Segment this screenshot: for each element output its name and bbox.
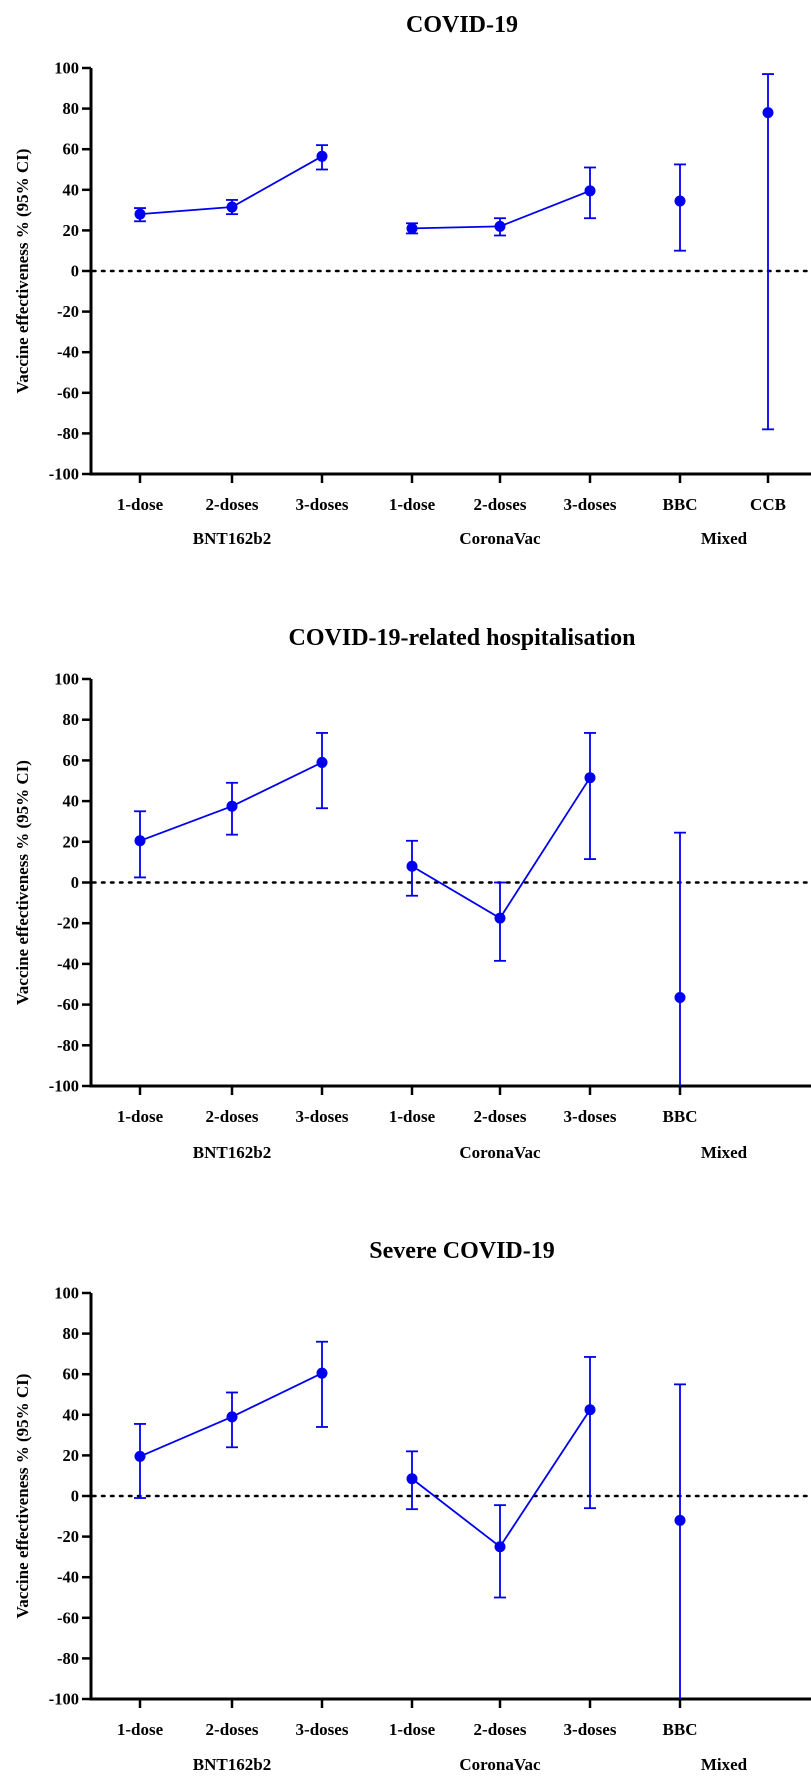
- x-tick-label: BBC: [663, 1107, 698, 1126]
- y-tick-label: 80: [63, 1324, 80, 1343]
- x-tick-label: 2-doses: [474, 1720, 527, 1739]
- data-point: [674, 195, 686, 207]
- group-label: CoronaVac: [459, 529, 541, 548]
- chart-title: COVID-19: [406, 12, 518, 38]
- data-point: [584, 772, 596, 784]
- data-point: [316, 756, 328, 768]
- y-tick-label: 20: [63, 1446, 80, 1465]
- group-label: Mixed: [701, 1755, 748, 1774]
- y-tick-label: -100: [49, 1690, 79, 1709]
- x-tick-label: 3-doses: [296, 495, 349, 514]
- x-tick-label: 1-dose: [389, 495, 436, 514]
- x-tick-label: 3-doses: [296, 1720, 349, 1739]
- x-tick-label: CCB: [750, 495, 786, 514]
- y-tick-label: -80: [57, 424, 79, 443]
- data-point: [494, 1541, 506, 1553]
- y-tick-label: 0: [71, 262, 79, 281]
- x-tick-label: 2-doses: [206, 495, 259, 514]
- y-axis-label: Vaccine effectiveness % (95% CI): [13, 760, 32, 1005]
- x-tick-label: 1-dose: [117, 1107, 164, 1126]
- y-axis-label: Vaccine effectiveness % (95% CI): [13, 149, 32, 394]
- y-tick-label: -40: [57, 1568, 79, 1587]
- chart-title: COVID-19-related hospitalisation: [289, 625, 636, 651]
- chart-panel-1: COVID-19 Vaccine effectiveness % (95% CI)…: [13, 12, 811, 548]
- y-tick-label: 0: [71, 873, 79, 892]
- x-tick-label: BBC: [663, 495, 698, 514]
- y-axis-label: Vaccine effectiveness % (95% CI): [13, 1374, 32, 1619]
- y-tick-label: -100: [49, 1077, 79, 1096]
- x-tick-label: 2-doses: [474, 495, 527, 514]
- x-tick-label: 3-doses: [564, 495, 617, 514]
- data-point: [406, 860, 418, 872]
- y-tick-label: 20: [63, 832, 80, 851]
- y-tick-label: -20: [57, 914, 79, 933]
- group-label: BNT162b2: [193, 1143, 271, 1162]
- x-tick-label: 1-dose: [389, 1720, 436, 1739]
- data-point: [762, 107, 774, 119]
- data-point: [226, 201, 238, 213]
- y-tick-label: 80: [63, 710, 80, 729]
- y-tick-label: -40: [57, 954, 79, 973]
- data-point: [226, 800, 238, 812]
- chart-panel-3: Severe COVID-19 Vaccine effectiveness % (…: [13, 1238, 811, 1774]
- group-label: CoronaVac: [459, 1143, 541, 1162]
- data-point: [226, 1411, 238, 1423]
- data-point: [134, 208, 146, 220]
- x-tick-label: 1-dose: [117, 495, 164, 514]
- x-tick-label: BBC: [663, 1720, 698, 1739]
- y-tick-label: -20: [57, 1527, 79, 1546]
- data-point: [406, 222, 418, 234]
- data-point: [584, 185, 596, 197]
- x-tick-label: 1-dose: [389, 1107, 436, 1126]
- data-point: [494, 220, 506, 232]
- y-tick-label: -60: [57, 383, 79, 402]
- y-tick-label: 100: [54, 1284, 79, 1303]
- data-point: [316, 150, 328, 162]
- group-label: CoronaVac: [459, 1755, 541, 1774]
- data-point: [134, 835, 146, 847]
- y-tick-label: 80: [63, 99, 80, 118]
- chart-title: Severe COVID-19: [369, 1238, 555, 1264]
- group-label: BNT162b2: [193, 1755, 271, 1774]
- y-tick-label: 100: [54, 670, 79, 689]
- data-point: [134, 1450, 146, 1462]
- x-tick-label: 2-doses: [206, 1720, 259, 1739]
- chart-panel-2: COVID-19-related hospitalisation Vaccine …: [13, 625, 811, 1162]
- y-tick-label: 0: [71, 1487, 79, 1506]
- x-tick-label: 3-doses: [564, 1720, 617, 1739]
- y-tick-label: -60: [57, 1608, 79, 1627]
- group-label: Mixed: [701, 529, 748, 548]
- data-point: [584, 1404, 596, 1416]
- y-tick-label: 20: [63, 221, 80, 240]
- x-tick-label: 2-doses: [206, 1107, 259, 1126]
- y-tick-label: -20: [57, 302, 79, 321]
- y-tick-label: 40: [63, 1405, 80, 1424]
- y-tick-label: -80: [57, 1036, 79, 1055]
- y-tick-label: 60: [63, 1365, 80, 1384]
- y-tick-label: 60: [63, 140, 80, 159]
- group-label: Mixed: [701, 1143, 748, 1162]
- y-tick-label: 60: [63, 751, 80, 770]
- x-tick-label: 3-doses: [564, 1107, 617, 1126]
- y-tick-label: -60: [57, 995, 79, 1014]
- data-point: [406, 1473, 418, 1485]
- y-tick-label: -100: [49, 465, 79, 484]
- x-tick-label: 1-dose: [117, 1720, 164, 1739]
- data-point: [674, 1514, 686, 1526]
- y-tick-label: 40: [63, 792, 80, 811]
- x-tick-label: 2-doses: [474, 1107, 527, 1126]
- series-line: [411, 1409, 591, 1549]
- y-tick-label: 40: [63, 180, 80, 199]
- y-tick-label: -40: [57, 343, 79, 362]
- data-point: [316, 1367, 328, 1379]
- x-tick-label: 3-doses: [296, 1107, 349, 1126]
- group-label: BNT162b2: [193, 529, 271, 548]
- y-tick-label: 100: [54, 59, 79, 78]
- y-tick-label: -80: [57, 1649, 79, 1668]
- data-point: [674, 991, 686, 1003]
- data-point: [494, 912, 506, 924]
- series-line: [411, 777, 591, 920]
